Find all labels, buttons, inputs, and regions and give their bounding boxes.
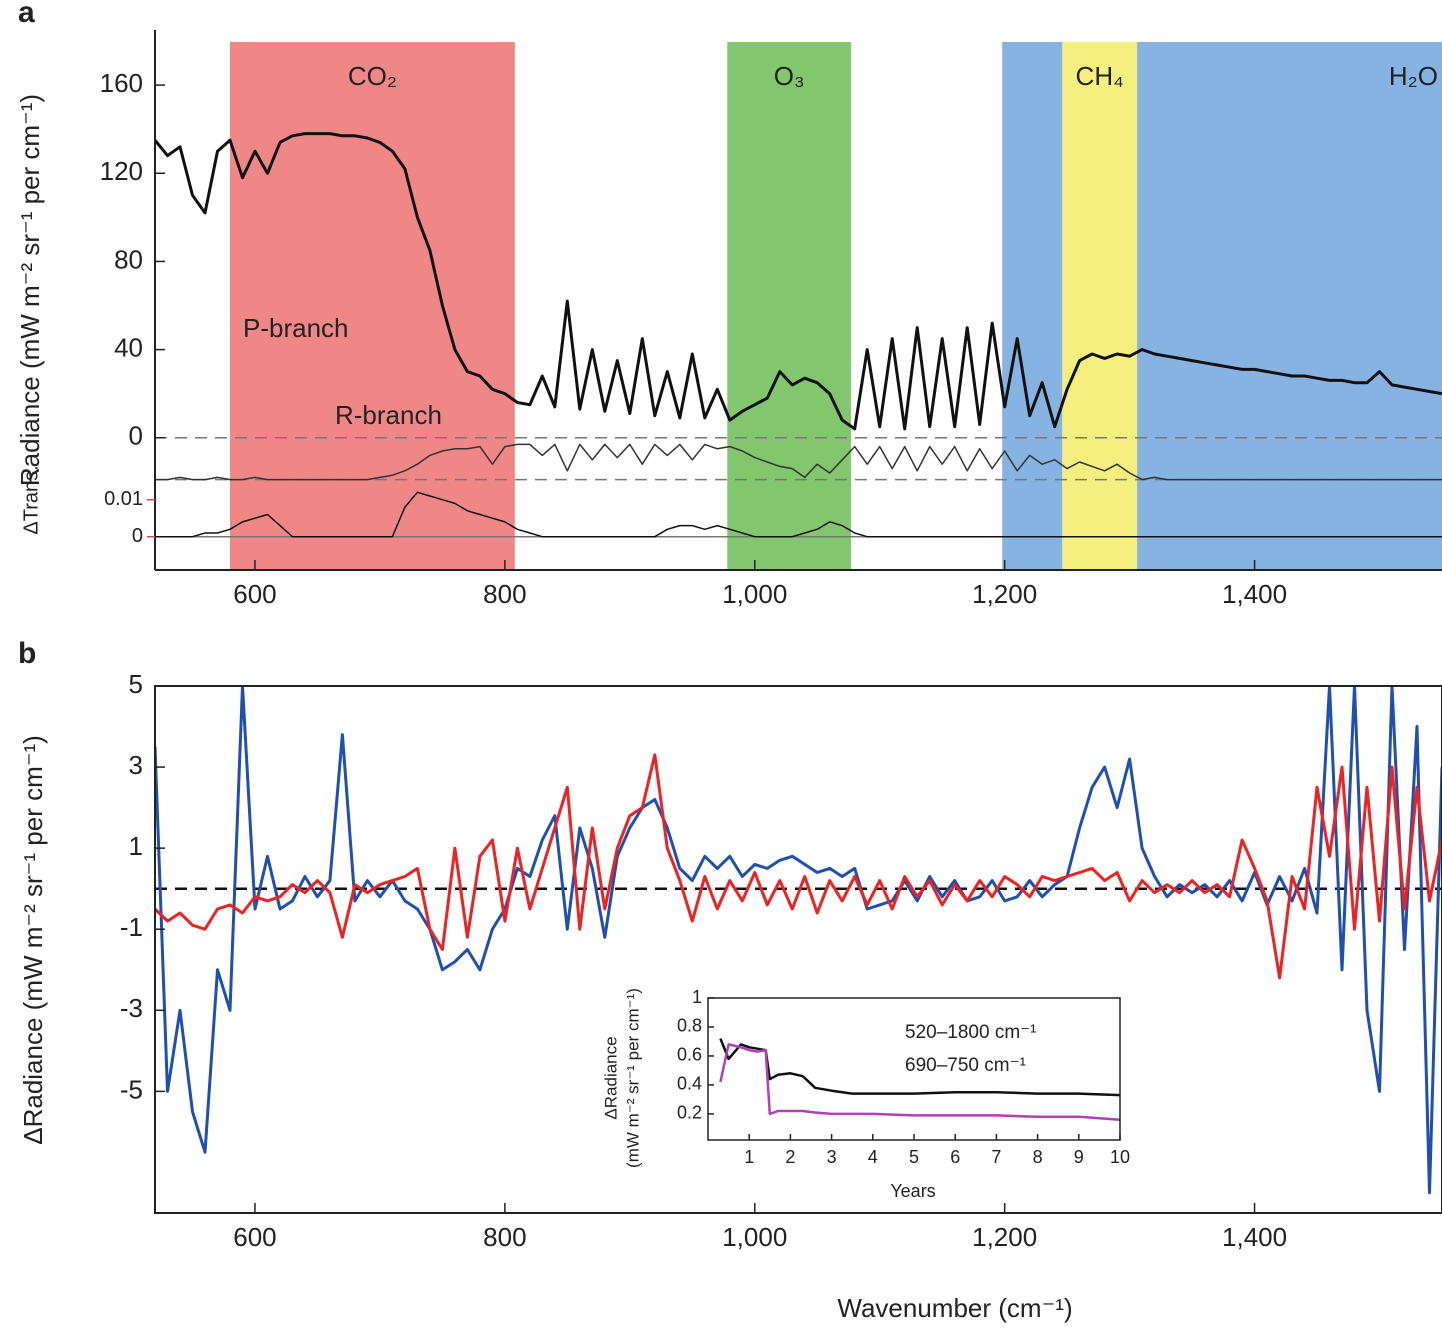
series-group bbox=[719, 1038, 1120, 1121]
x-tick-label: 3 bbox=[827, 1147, 837, 1167]
series-group bbox=[155, 686, 1442, 1195]
x-tick-label: 1,200 bbox=[972, 1222, 1037, 1252]
y-tick-label: 1 bbox=[129, 831, 143, 861]
labels: a b Radiance (mW m⁻² sr⁻¹ per cm⁻¹) ΔTra… bbox=[15, 0, 1073, 1323]
annotation: P-branch bbox=[243, 313, 349, 343]
y-axis-title: ΔRadiance (mW m⁻² sr⁻¹ per cm⁻¹) bbox=[18, 735, 48, 1145]
y-tick-label: 160 bbox=[100, 68, 143, 98]
panel-b: 600 800 1,000 1,200 1,400 5 3 1 -1 -3 -5 bbox=[120, 669, 1442, 1252]
series-line bbox=[155, 443, 1442, 481]
annotation: R-branch bbox=[335, 400, 442, 430]
y-tick-label: 0 bbox=[129, 421, 143, 451]
series-group bbox=[155, 132, 1442, 538]
y2-tick-label: 0.01 bbox=[104, 488, 143, 510]
legend-label: 520–1800 cm⁻¹ bbox=[905, 1022, 1037, 1043]
x-tick-label: 10 bbox=[1110, 1147, 1130, 1167]
inset-y-title: (mW m⁻² sr⁻¹ per cm⁻¹) bbox=[623, 988, 642, 1168]
x-tick-label: 1,000 bbox=[722, 579, 787, 609]
band bbox=[1062, 42, 1138, 570]
x-tick-label: 1,400 bbox=[1222, 579, 1287, 609]
series-line bbox=[719, 1038, 1120, 1097]
y-tick-label: 40 bbox=[114, 332, 143, 362]
inset-x-title: Years bbox=[890, 1181, 935, 1201]
x-tick-label: 1,400 bbox=[1222, 1222, 1287, 1252]
band-label: CH₄ bbox=[1076, 61, 1124, 91]
panel-letter: a bbox=[18, 0, 35, 29]
x-axis-title: Wavenumber (cm⁻¹) bbox=[837, 1293, 1072, 1323]
inset-y-title: ΔRadiance bbox=[601, 1036, 620, 1119]
x-tick-label: 8 bbox=[1033, 1147, 1043, 1167]
x-tick-label: 1 bbox=[744, 1147, 754, 1167]
x-tick-label: 1,200 bbox=[972, 579, 1037, 609]
y2-axis-title: ΔTrans. bbox=[20, 465, 42, 534]
y-tick-label: 0.8 bbox=[677, 1016, 702, 1036]
inset: 1 2 3 4 5 6 7 8 9 10 0.2 0.4 0.6 0.8 1 520–1800 cm⁻¹ 690… bbox=[677, 987, 1130, 1167]
x-tick-label: 800 bbox=[483, 1222, 526, 1252]
series-line bbox=[155, 753, 1442, 980]
band-label: CO₂ bbox=[348, 61, 397, 91]
series-line bbox=[155, 132, 1442, 431]
x-tick-label: 600 bbox=[233, 1222, 276, 1252]
band bbox=[727, 42, 851, 570]
y-tick-label: 80 bbox=[114, 244, 143, 274]
plot-frame bbox=[154, 685, 1442, 1214]
y-tick-label: -5 bbox=[120, 1074, 143, 1104]
series-line bbox=[719, 1043, 1120, 1121]
y-tick-label: 120 bbox=[100, 156, 143, 186]
x-tick-label: 7 bbox=[991, 1147, 1001, 1167]
x-tick-label: 9 bbox=[1074, 1147, 1084, 1167]
series-line bbox=[155, 686, 1442, 1195]
x-tick-label: 600 bbox=[233, 579, 276, 609]
x-tick-label: 5 bbox=[909, 1147, 919, 1167]
series-line bbox=[155, 491, 1442, 538]
y-tick-label: 5 bbox=[129, 669, 143, 699]
y-tick-label: -3 bbox=[120, 993, 143, 1023]
y-axis-title: Radiance (mW m⁻² sr⁻¹ per cm⁻¹) bbox=[15, 94, 45, 486]
y-tick-label: 0.2 bbox=[677, 1103, 702, 1123]
band-label: O₃ bbox=[774, 61, 805, 91]
y-tick-label: -1 bbox=[120, 912, 143, 942]
panel-a: CO₂ O₃ H₂O CH₄ 600 800 1,000 1,200 1,400 0 40 80 120… bbox=[100, 30, 1442, 609]
band-label: H₂O bbox=[1389, 61, 1438, 91]
y-tick-label: 0.4 bbox=[677, 1074, 702, 1094]
legend-label: 690–750 cm⁻¹ bbox=[905, 1055, 1026, 1076]
y-tick-label: 1 bbox=[692, 987, 702, 1007]
y2-tick-label: 0 bbox=[132, 525, 143, 547]
x-tick-label: 1,000 bbox=[722, 1222, 787, 1252]
x-tick-label: 4 bbox=[868, 1147, 878, 1167]
x-tick-label: 2 bbox=[785, 1147, 795, 1167]
y-tick-label: 0.6 bbox=[677, 1045, 702, 1065]
band bbox=[229, 42, 515, 570]
x-tick-label: 800 bbox=[483, 579, 526, 609]
x-tick-label: 6 bbox=[950, 1147, 960, 1167]
panel-letter: b bbox=[18, 637, 36, 670]
y-tick-label: 3 bbox=[129, 750, 143, 780]
